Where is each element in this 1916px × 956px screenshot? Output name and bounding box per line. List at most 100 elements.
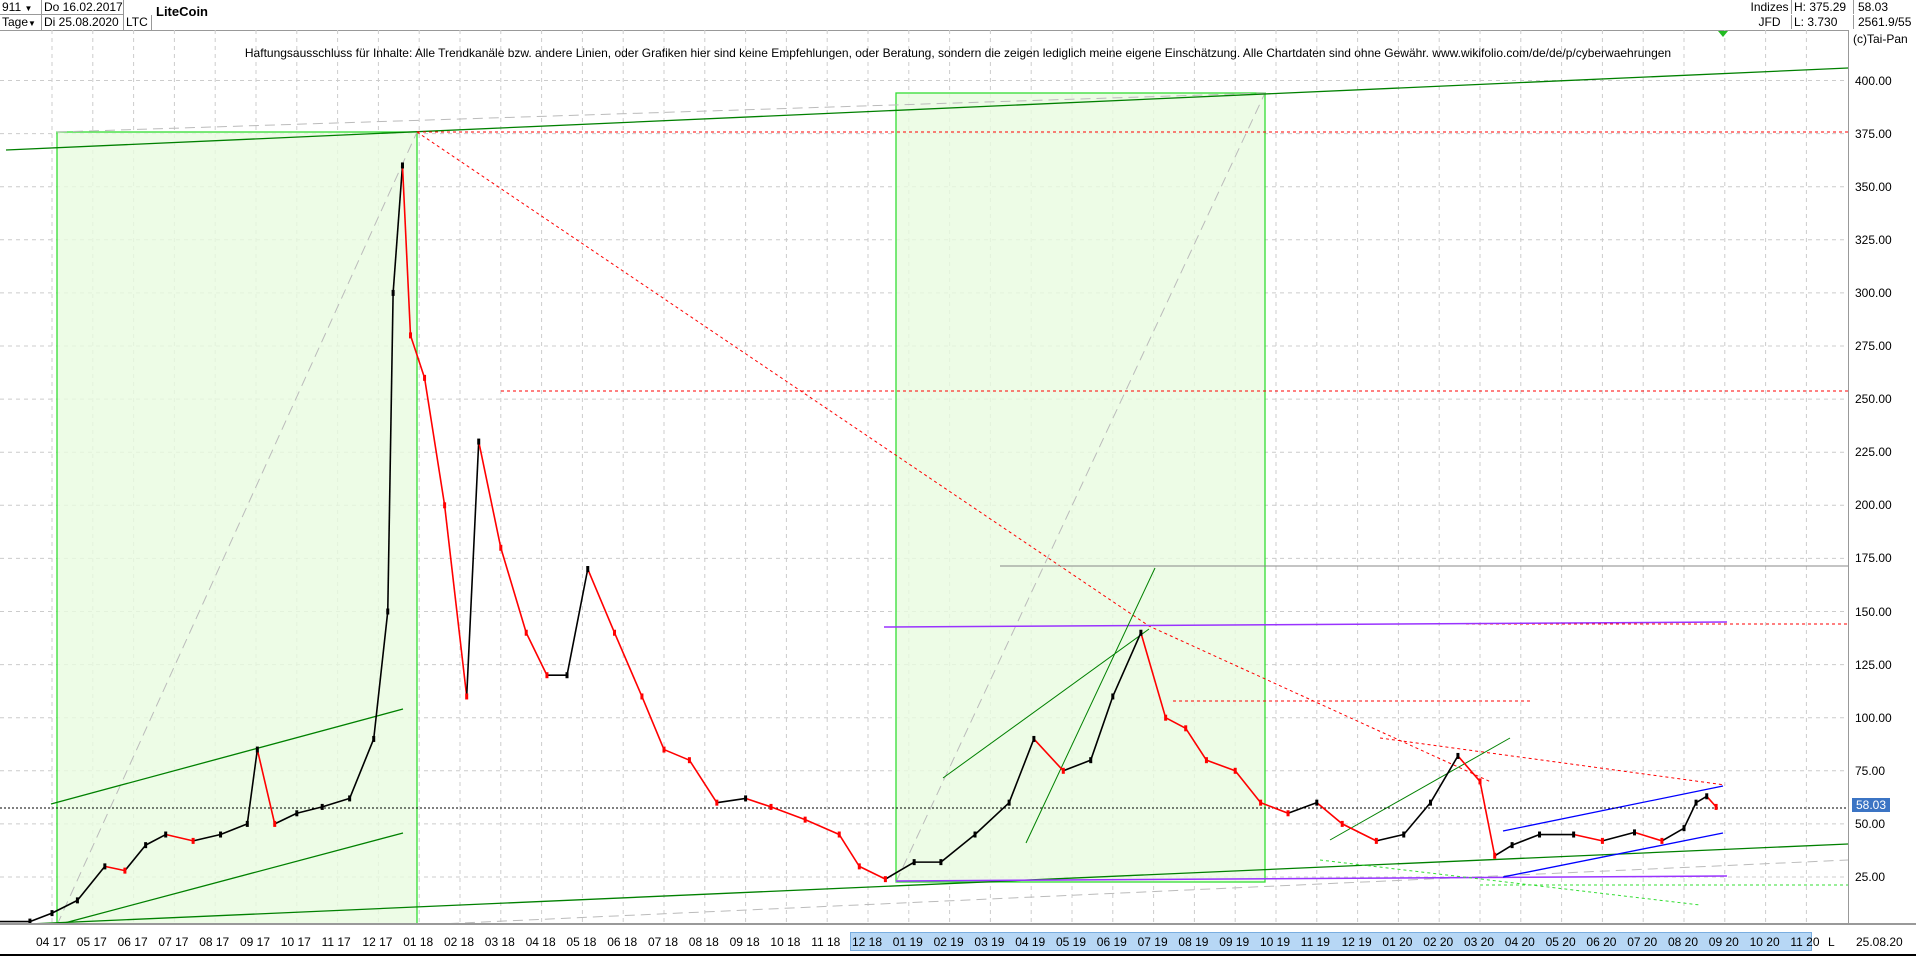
price-point (1164, 714, 1168, 721)
x-tick-label: 06 18 (607, 935, 638, 949)
price-point (1340, 820, 1344, 827)
price-point (320, 803, 324, 810)
x-tick-label: 06 20 (1586, 935, 1617, 949)
price-segment (1341, 823, 1377, 842)
price-point (1315, 799, 1319, 806)
price-point (477, 438, 481, 445)
price-segment (1376, 833, 1404, 842)
green-dotted-line (1319, 859, 1701, 906)
price-point (123, 867, 127, 874)
price-point (1694, 799, 1698, 806)
price-axis[interactable]: (c)Tai-Pan 400.00 375.00 350.00 325.00 300.0… (1848, 30, 1916, 923)
period-select[interactable]: Tage▼ (0, 15, 42, 30)
price-point (687, 757, 691, 764)
price-point (273, 820, 277, 827)
x-tick-label: 05 20 (1545, 935, 1576, 949)
price-segment (1140, 632, 1167, 718)
price-segment (1287, 801, 1318, 815)
price-segment (1683, 802, 1697, 829)
price-point (1286, 810, 1290, 817)
price-segment (1008, 738, 1035, 803)
chevron-down-icon: ▼ (28, 19, 36, 28)
drawings (0, 31, 1848, 923)
x-tick-label: 02 20 (1423, 935, 1454, 949)
price-segment (716, 797, 746, 804)
count-value: 911 (2, 0, 22, 14)
price-point (409, 332, 413, 339)
x-tick-label: 08 20 (1668, 935, 1699, 949)
y-tick-label: 175.00 (1855, 551, 1892, 566)
price-segment (386, 292, 394, 612)
price-segment (1403, 802, 1432, 836)
x-tick-label: 06 17 (117, 935, 148, 949)
price-segment (525, 632, 548, 676)
gray-dashed-line (450, 859, 1848, 923)
price-point (1089, 757, 1093, 764)
x-tick-label: 04 20 (1504, 935, 1535, 949)
price-point (1204, 757, 1208, 764)
x-tick-label: 07 18 (648, 935, 679, 949)
price-point (400, 162, 404, 169)
extra-value: 2561.9/55 (1858, 15, 1912, 29)
price-point (423, 374, 427, 381)
price-segment (884, 861, 915, 880)
price-point (219, 831, 223, 838)
y-tick-label: 350.00 (1855, 179, 1892, 194)
x-tick-label: 05 17 (76, 935, 107, 949)
price-segment (51, 899, 78, 914)
exchange-top: Indizes (1746, 0, 1792, 14)
x-tick-label: 02 19 (933, 935, 964, 949)
price-point (803, 816, 807, 823)
selected-range[interactable] (850, 932, 1813, 951)
price-point (1259, 799, 1263, 806)
price-segment (220, 823, 248, 836)
price-chart[interactable] (0, 30, 1848, 923)
chart-title: LiteCoin (156, 4, 208, 19)
price-point (348, 795, 352, 802)
price-segment (401, 165, 412, 336)
date-from[interactable]: Do 16.02.2017 (42, 0, 124, 15)
price-segment (1185, 727, 1208, 761)
trend-line-top (5, 67, 1848, 151)
price-point (1374, 837, 1378, 844)
price-segment (1206, 759, 1236, 772)
price-segment (1602, 831, 1635, 842)
chevron-down-icon: ▼ (24, 4, 33, 13)
price-segment (392, 165, 404, 293)
price-point (164, 831, 168, 838)
x-tick-label: 10 20 (1749, 935, 1780, 949)
price-point (1478, 778, 1482, 785)
trend-line-bottom (36, 843, 1848, 923)
x-tick-label: 02 18 (444, 935, 475, 949)
price-segment (192, 833, 221, 842)
time-axis[interactable]: L 25.08.20 04 17 05 17 06 17 07 17 08 17 09 1… (0, 923, 1916, 956)
price-segment (321, 797, 350, 808)
price-point (1139, 629, 1143, 636)
price-segment (1089, 696, 1114, 761)
y-tick-label: 225.00 (1855, 445, 1892, 460)
price-segment (1316, 802, 1343, 825)
price-point (939, 859, 943, 866)
price-segment (1429, 755, 1459, 804)
price-segment (1260, 801, 1289, 815)
disclaimer: Haftungsausschluss für Inhalte: Alle Tre… (244, 46, 1672, 60)
price-segment (256, 749, 276, 825)
price-segment (770, 806, 806, 821)
x-tick-label: 07 17 (158, 935, 189, 949)
x-tick-label: 10 18 (770, 935, 801, 949)
price-point (255, 746, 259, 753)
y-tick-label: 100.00 (1855, 710, 1892, 725)
y-tick-label: 75.00 (1855, 763, 1886, 778)
date-to[interactable]: Di 25.08.2020 (42, 15, 124, 30)
price-segment (500, 547, 527, 633)
scale-mode[interactable]: L (1828, 935, 1835, 949)
x-tick-label: 09 17 (240, 935, 271, 949)
x-tick-label: 11 18 (811, 935, 841, 949)
price-point (662, 746, 666, 753)
price-point (144, 842, 148, 849)
price-point (1111, 693, 1115, 700)
price-segment (663, 748, 690, 761)
count-select[interactable]: 911 ▼ (0, 0, 42, 15)
price-segment (1479, 781, 1496, 856)
price-point (1402, 831, 1406, 838)
